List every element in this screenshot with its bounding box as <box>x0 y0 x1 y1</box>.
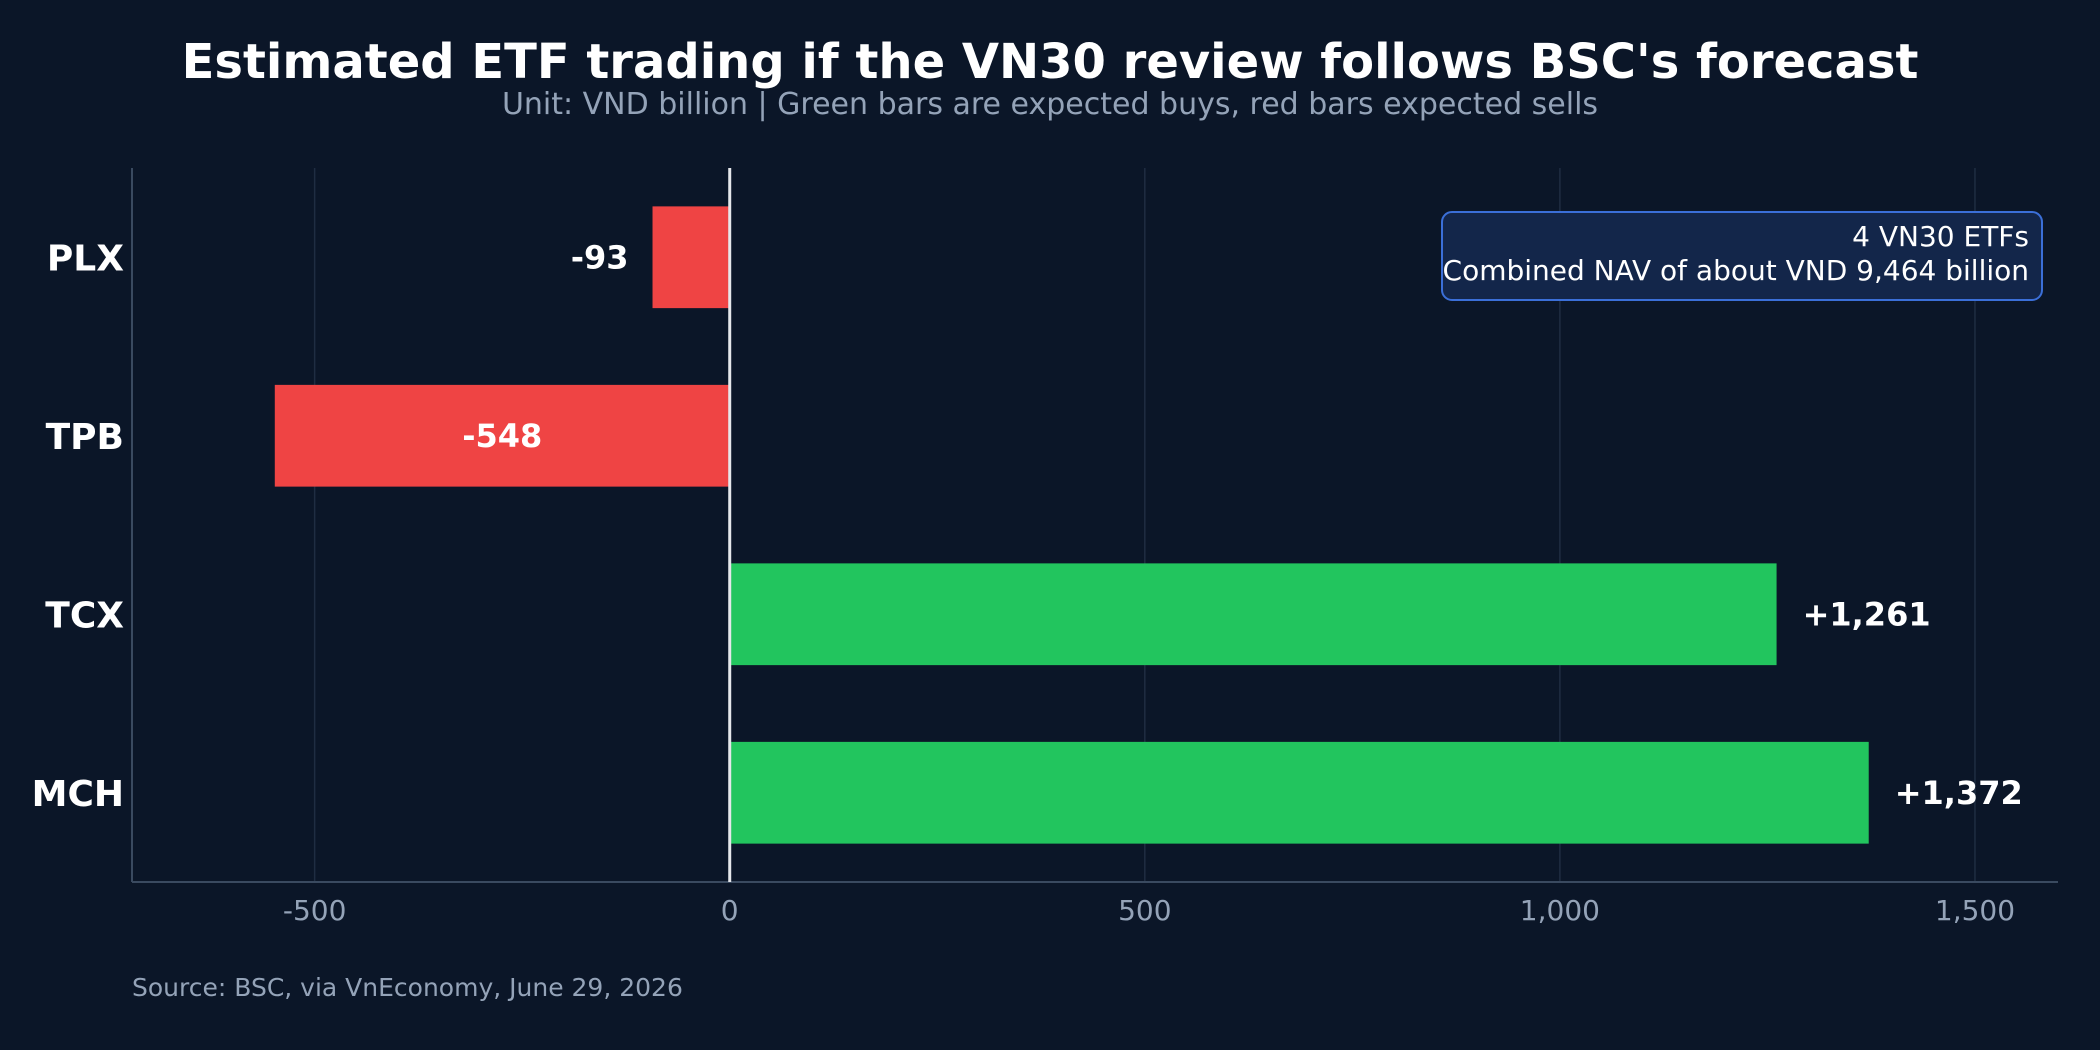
bar-plx <box>652 206 730 309</box>
annotation-box: 4 VN30 ETFs Combined NAV of about VND 9,… <box>1441 211 2043 301</box>
bar-mch <box>729 741 1869 844</box>
ticks: -500 0 500 1,000 1,500 <box>283 894 2015 927</box>
bars <box>274 206 1869 844</box>
bar-tpb <box>274 384 730 487</box>
x-tick-label-3: 1,000 <box>1520 894 1600 927</box>
labels: PLX -93 TPB -548 TCX +1,261 MCH +1,372 <box>32 238 2023 815</box>
annotation-frame <box>1441 211 2043 301</box>
chart-subtitle: Unit: VND billion | Green bars are expec… <box>502 87 1598 122</box>
x-tick-label-4: 1,500 <box>1935 894 2015 927</box>
value-label-mch: +1,372 <box>1895 774 2023 812</box>
category-label-tpb: TPB <box>46 417 124 458</box>
axes <box>131 168 2058 883</box>
chart-title: Estimated ETF trading if the VN30 review… <box>182 34 1919 90</box>
annotation-line-2: Combined NAV of about VND 9,464 billion <box>1443 254 2029 287</box>
category-label-mch: MCH <box>32 774 124 815</box>
category-label-tcx: TCX <box>45 595 124 636</box>
x-tick-label-1: 0 <box>721 894 739 927</box>
category-label-plx: PLX <box>47 238 124 279</box>
value-label-tcx: +1,261 <box>1803 595 1931 633</box>
value-label-plx: -93 <box>571 238 629 276</box>
x-tick-label-2: 500 <box>1118 894 1171 927</box>
x-tick-label-0: -500 <box>283 894 347 927</box>
annotation-line-1: 4 VN30 ETFs <box>1852 220 2029 253</box>
source-note: Source: BSC, via VnEconomy, June 29, 202… <box>132 973 683 1002</box>
value-label-tpb: -548 <box>462 417 542 455</box>
bar-tcx <box>729 563 1777 666</box>
